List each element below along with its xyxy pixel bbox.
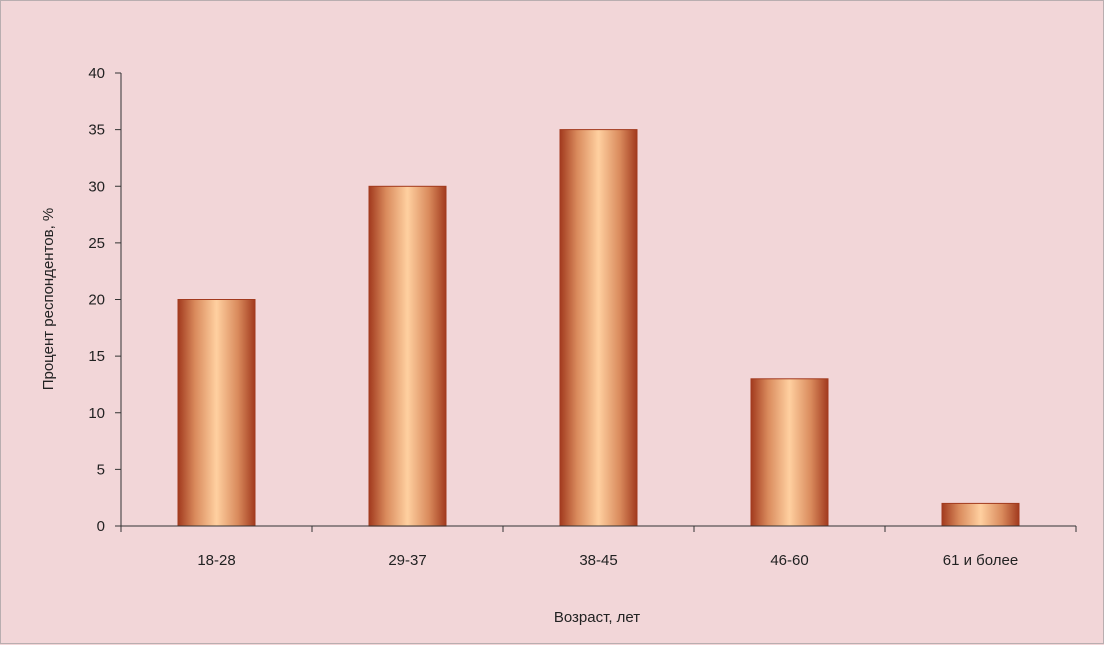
bars-layer [177, 129, 1020, 527]
x-tick-label: 38-45 [579, 552, 617, 569]
bar-5 [941, 502, 1020, 527]
y-axis-title: Процент респондентов, % [40, 208, 57, 391]
y-tick-label: 0 [97, 518, 105, 535]
y-tick-label: 30 [88, 178, 105, 195]
x-axis-title: Возраст, лет [554, 609, 640, 626]
y-tick-label: 5 [97, 461, 105, 478]
bar-4 [750, 378, 829, 527]
bar-1 [177, 299, 256, 527]
y-tick-label: 35 [88, 122, 105, 139]
bar-3 [559, 129, 638, 527]
axes-layer: 0 5 10 15 20 25 30 35 40 18-28 29-37 38-45 46-60 61 и… [88, 65, 1077, 569]
y-tick-label: 10 [88, 405, 105, 422]
y-tick-label: 25 [88, 235, 105, 252]
y-tick-label: 15 [88, 348, 105, 365]
x-tick-label: 18-28 [197, 552, 235, 569]
y-tick-label: 40 [88, 65, 105, 82]
bar-2 [368, 185, 447, 527]
x-tick-label: 61 и более [943, 552, 1018, 569]
x-tick-label: 46-60 [770, 552, 808, 569]
x-tick-label: 29-37 [388, 552, 426, 569]
y-tick-label: 20 [88, 292, 105, 309]
